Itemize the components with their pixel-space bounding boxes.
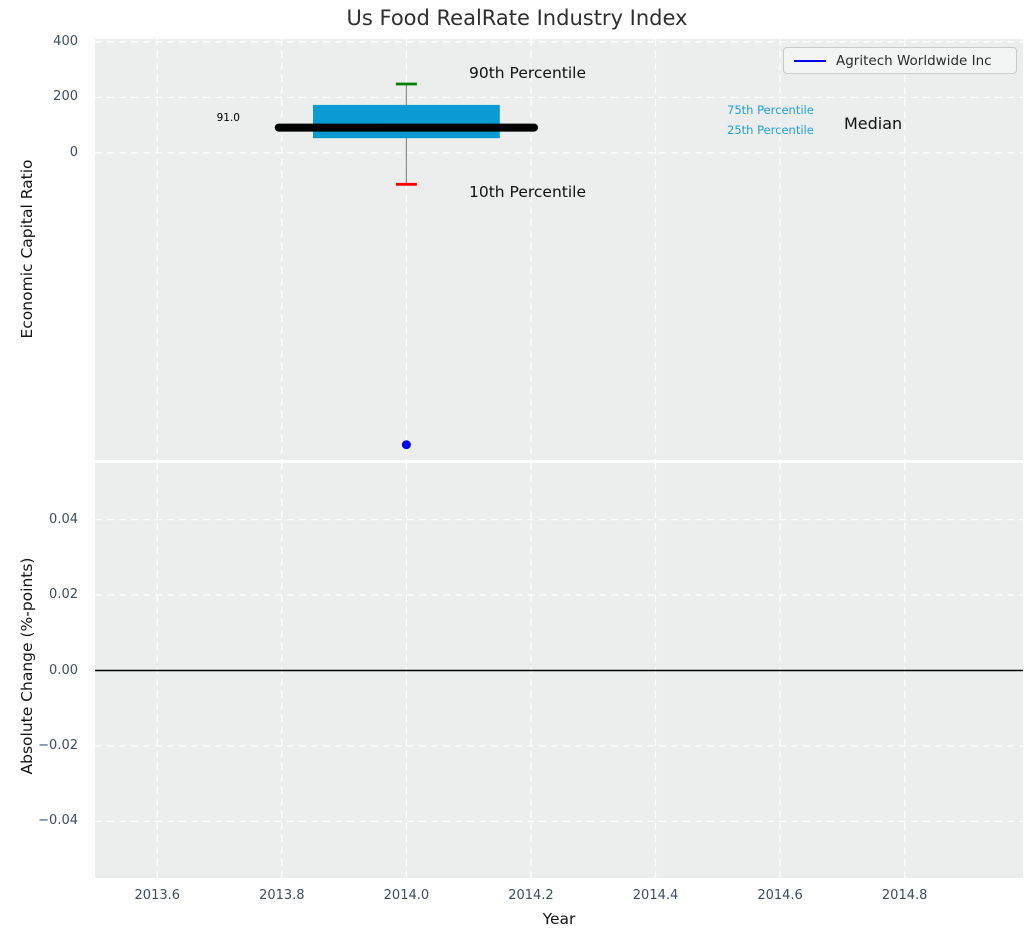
x-tick-label: 2014.6	[757, 888, 803, 903]
bottom-y-tick-label: −0.02	[38, 737, 78, 753]
p10-annotation: 10th Percentile	[469, 183, 587, 201]
bottom-axes-svg	[95, 463, 1023, 878]
x-axis-label: Year	[542, 910, 576, 928]
x-tick-label: 2013.6	[134, 888, 181, 903]
top-axes-svg	[95, 39, 1023, 460]
x-tick-label: 2014.8	[881, 888, 928, 903]
legend-label: Agritech Worldwide Inc	[836, 52, 992, 69]
bottom-y-tick-label: 0.00	[49, 662, 78, 678]
chart-title: Us Food RealRate Industry Index	[346, 6, 688, 30]
legend-line-sample	[794, 59, 826, 62]
bottom-axes	[95, 463, 1023, 878]
x-tick-label: 2014.0	[383, 888, 430, 903]
p75-annotation: 75th Percentile	[727, 103, 814, 117]
bottom-y-tick-label: 0.04	[49, 511, 78, 527]
legend: Agritech Worldwide Inc	[783, 47, 1017, 74]
median-annotation: Median	[844, 114, 903, 133]
median-value-label: 91.0	[216, 112, 240, 124]
p25-annotation: 25th Percentile	[727, 123, 814, 137]
bottom-y-tick-label: 0.02	[49, 587, 78, 603]
top-y-axis-label: Economic Capital Ratio	[18, 159, 36, 339]
top-y-tick-label: 0	[69, 144, 78, 160]
p90-annotation: 90th Percentile	[469, 64, 587, 82]
x-tick-label: 2014.2	[508, 888, 554, 903]
bottom-y-tick-label: −0.04	[38, 813, 78, 829]
top-axes	[95, 39, 1023, 460]
x-tick-label: 2013.8	[259, 888, 305, 903]
top-y-tick-label: 200	[53, 89, 78, 105]
top-y-tick-label: 400	[53, 33, 78, 49]
x-tick-label: 2014.4	[632, 888, 679, 903]
